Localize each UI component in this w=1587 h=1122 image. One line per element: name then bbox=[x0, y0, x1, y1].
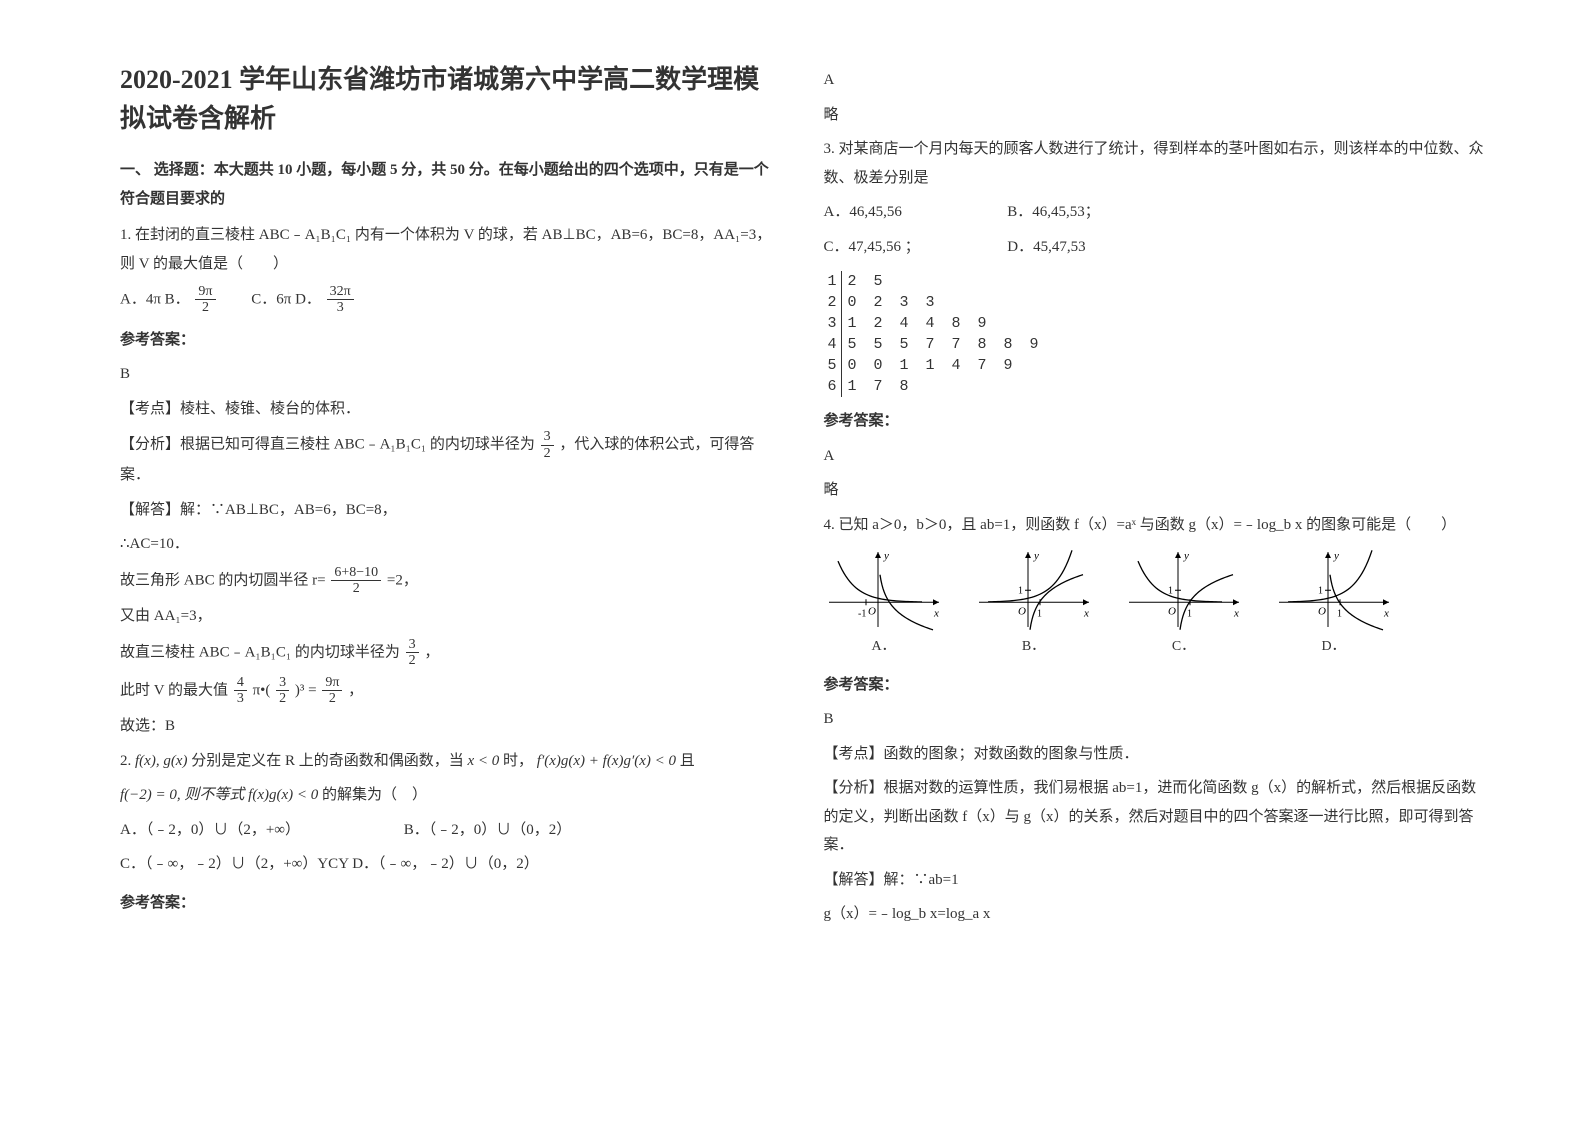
q2-options-row1: A．（﹣2，0）∪（2，+∞） B．（﹣2，0）∪（0，2） bbox=[120, 816, 784, 845]
function-graph-icon: O x y 1 1 bbox=[1274, 547, 1394, 632]
svg-text:O: O bbox=[868, 605, 876, 617]
q2-answer: A bbox=[824, 66, 1488, 95]
svg-text:y: y bbox=[883, 550, 889, 562]
svg-text:1: 1 bbox=[1318, 585, 1323, 596]
q4-text: 4. 已知 a＞0，b＞0，且 ab=1，则函数 f（x）=aˣ 与函数 g（x… bbox=[824, 511, 1488, 540]
graph-option: O x y 1 1 B． bbox=[974, 547, 1094, 661]
q4-answer: B bbox=[824, 705, 1488, 734]
svg-text:1: 1 bbox=[1037, 608, 1042, 619]
answer-label: 参考答案： bbox=[120, 326, 784, 355]
graph-option-label: C． bbox=[1172, 634, 1195, 661]
section-heading: 一、 选择题：本大题共 10 小题，每小题 5 分，共 50 分。在每小题给出的… bbox=[120, 156, 784, 213]
svg-text:x: x bbox=[1233, 607, 1239, 619]
stem: 3 bbox=[824, 313, 842, 334]
leaf: 0 2 3 3 bbox=[842, 292, 939, 313]
svg-text:O: O bbox=[1018, 605, 1026, 617]
q3-options-row1: A．46,45,56 B．46,45,53； bbox=[824, 198, 1488, 227]
fraction-icon: 9π 2 bbox=[195, 284, 215, 316]
q1-step: 故选：B bbox=[120, 712, 784, 741]
svg-text:O: O bbox=[1168, 605, 1176, 617]
fraction-icon: 3 2 bbox=[541, 429, 554, 461]
q1-opt-c-pre: C．6π D． bbox=[221, 291, 321, 307]
answer-label: 参考答案： bbox=[120, 889, 784, 918]
stem-leaf-row: 61 7 8 bbox=[824, 376, 1488, 397]
svg-text:-1: -1 bbox=[858, 608, 866, 619]
q1-step: 故三角形 ABC 的内切圆半径 r= 6+8−10 2 =2， bbox=[120, 565, 784, 597]
stem-leaf-plot: 12 520 2 3 331 2 4 4 8 945 5 5 7 7 8 8 9… bbox=[824, 271, 1488, 397]
q1-step: 【解答】解：∵AB⊥BC，AB=6，BC=8， bbox=[120, 496, 784, 525]
q3-text: 3. 对某商店一个月内每天的顾客人数进行了统计，得到样本的茎叶图如右示，则该样本… bbox=[824, 135, 1488, 192]
q1-step: 此时 V 的最大值 4 3 π•( 3 2 )³ = 9π 2 ， bbox=[120, 675, 784, 707]
function-graph-icon: O x y 1 1 bbox=[974, 547, 1094, 632]
fraction-icon: 6+8−10 2 bbox=[331, 565, 381, 597]
graph-option-label: B． bbox=[1022, 634, 1045, 661]
svg-text:y: y bbox=[1033, 550, 1039, 562]
answer-label: 参考答案： bbox=[824, 407, 1488, 436]
q3-answer: A bbox=[824, 442, 1488, 471]
fraction-icon: 9π 2 bbox=[322, 675, 342, 707]
q1-step: 又由 AA₁=3， bbox=[120, 602, 784, 631]
q2-options-row2: C．（﹣∞，﹣2）∪（2，+∞）YCY D．（﹣∞，﹣2）∪（0，2） bbox=[120, 850, 784, 879]
svg-text:x: x bbox=[933, 607, 939, 619]
svg-text:y: y bbox=[1333, 550, 1339, 562]
q2-text: 2. f(x), g(x) 分别是定义在 R 上的奇函数和偶函数，当 x < 0… bbox=[120, 747, 784, 776]
q1-step: ∴AC=10． bbox=[120, 530, 784, 559]
leaf: 1 7 8 bbox=[842, 376, 913, 397]
fraction-icon: 3 2 bbox=[406, 637, 419, 669]
svg-text:1: 1 bbox=[1187, 608, 1192, 619]
q3-options-row2: C．47,45,56 ； D．45,47,53 bbox=[824, 233, 1488, 262]
stem: 1 bbox=[824, 271, 842, 292]
stem-leaf-row: 20 2 3 3 bbox=[824, 292, 1488, 313]
svg-text:1: 1 bbox=[1337, 608, 1342, 619]
leaf: 2 5 bbox=[842, 271, 887, 292]
fraction-icon: 4 3 bbox=[234, 675, 247, 707]
stem: 5 bbox=[824, 355, 842, 376]
page: 2020-2021 学年山东省潍坊市诸城第六中学高二数学理模拟试卷含解析 一、 … bbox=[0, 0, 1587, 1122]
stem-leaf-row: 12 5 bbox=[824, 271, 1488, 292]
q1-analysis: 【分析】根据已知可得直三棱柱 ABC﹣A₁B₁C₁ 的内切球半径为 3 2 ，代… bbox=[120, 429, 784, 489]
q1-options: A．4π B． 9π 2 C．6π D． 32π 3 bbox=[120, 284, 784, 316]
q1-answer: B bbox=[120, 360, 784, 389]
stem-leaf-row: 45 5 5 7 7 8 8 9 bbox=[824, 334, 1488, 355]
stem: 4 bbox=[824, 334, 842, 355]
stem-leaf-row: 31 2 4 4 8 9 bbox=[824, 313, 1488, 334]
q3-explain: 略 bbox=[824, 476, 1488, 505]
fraction-icon: 3 2 bbox=[276, 675, 289, 707]
svg-text:1: 1 bbox=[1168, 585, 1173, 596]
q1-kaodian: 【考点】棱柱、棱锥、棱台的体积． bbox=[120, 395, 784, 424]
q4-step: g（x）=﹣log_b x=log_a x bbox=[824, 900, 1488, 929]
leaf: 1 2 4 4 8 9 bbox=[842, 313, 991, 334]
q2-line2: f(−2) = 0, 则不等式 f(x)g(x) < 0 的解集为（ ） bbox=[120, 781, 784, 810]
svg-text:x: x bbox=[1083, 607, 1089, 619]
q2-explain: 略 bbox=[824, 101, 1488, 130]
graph-option-label: D． bbox=[1321, 634, 1345, 661]
stem-leaf-row: 50 0 1 1 4 7 9 bbox=[824, 355, 1488, 376]
q1-text: 1. 在封闭的直三棱柱 ABC﹣A₁B₁C₁ 内有一个体积为 V 的球，若 AB… bbox=[120, 221, 784, 278]
q1-opt-a-pre: A．4π B． bbox=[120, 291, 190, 307]
svg-text:x: x bbox=[1383, 607, 1389, 619]
fraction-icon: 32π 3 bbox=[327, 284, 354, 316]
stem: 2 bbox=[824, 292, 842, 313]
exam-title: 2020-2021 学年山东省潍坊市诸城第六中学高二数学理模拟试卷含解析 bbox=[120, 60, 784, 138]
leaf: 0 0 1 1 4 7 9 bbox=[842, 355, 1017, 376]
function-graph-icon: O x y 1 1 bbox=[1124, 547, 1244, 632]
svg-text:1: 1 bbox=[1018, 585, 1023, 596]
function-graph-icon: O x y -1 bbox=[824, 547, 944, 632]
svg-text:y: y bbox=[1183, 550, 1189, 562]
svg-text:O: O bbox=[1318, 605, 1326, 617]
graph-option: O x y 1 1 C． bbox=[1124, 547, 1244, 661]
right-column: A 略 3. 对某商店一个月内每天的顾客人数进行了统计，得到样本的茎叶图如右示，… bbox=[804, 60, 1508, 1082]
q4-graphs: O x y -1 A． O x y 1 1 bbox=[824, 547, 1488, 661]
graph-option: O x y -1 A． bbox=[824, 547, 944, 661]
graph-option-label: A． bbox=[871, 634, 895, 661]
graph-option: O x y 1 1 D． bbox=[1274, 547, 1394, 661]
q4-analysis: 【分析】根据对数的运算性质，我们易根据 ab=1，进而化简函数 g（x）的解析式… bbox=[824, 774, 1488, 860]
q4-step: 【解答】解：∵ab=1 bbox=[824, 866, 1488, 895]
q1-step: 故直三棱柱 ABC﹣A₁B₁C₁ 的内切球半径为 3 2 ， bbox=[120, 637, 784, 669]
q4-kaodian: 【考点】函数的图象；对数函数的图象与性质． bbox=[824, 740, 1488, 769]
stem: 6 bbox=[824, 376, 842, 397]
answer-label: 参考答案： bbox=[824, 671, 1488, 700]
left-column: 2020-2021 学年山东省潍坊市诸城第六中学高二数学理模拟试卷含解析 一、 … bbox=[100, 60, 804, 1082]
leaf: 5 5 5 7 7 8 8 9 bbox=[842, 334, 1043, 355]
